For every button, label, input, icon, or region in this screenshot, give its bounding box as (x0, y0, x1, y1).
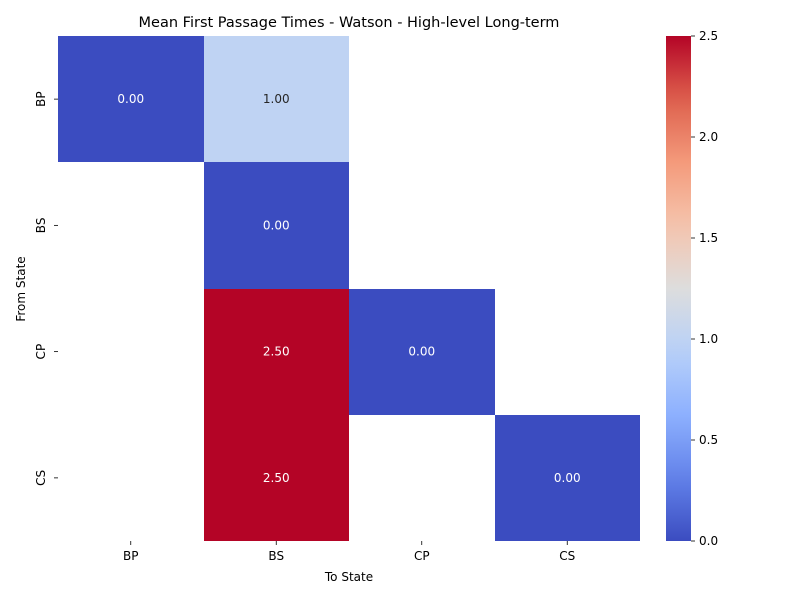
heatmap-cell (349, 289, 495, 415)
y-tick-label: CP (34, 344, 48, 360)
y-axis-label: From State (14, 256, 28, 321)
y-tick-label: BP (34, 91, 48, 106)
colorbar-tick-label: 1.5 (699, 231, 718, 245)
colorbar-tick-label: 0.0 (699, 534, 718, 548)
cell-annotation: 1.00 (263, 92, 290, 106)
cell-annotation: 2.50 (263, 471, 290, 485)
heatmap-cell (204, 415, 349, 541)
y-tick-label: CS (34, 470, 48, 486)
x-tick-label: CP (414, 549, 430, 563)
heatmap-cell (204, 36, 349, 162)
cell-annotation: 0.00 (117, 92, 144, 106)
x-tick-label: BP (123, 549, 138, 563)
cell-annotation: 0.00 (554, 471, 581, 485)
colorbar-tick-label: 0.5 (699, 433, 718, 447)
x-tick-label: CS (559, 549, 575, 563)
x-tick-label: BS (268, 549, 284, 563)
heatmap-cell (495, 415, 640, 541)
cell-annotations: 0.00 1.00 0.00 2.50 0.00 2.50 0.00 (117, 92, 580, 485)
cell-annotation: 0.00 (408, 345, 435, 359)
x-axis-label: To State (324, 570, 373, 584)
y-tick-label: BS (34, 218, 48, 234)
heatmap-cell (58, 36, 204, 162)
heatmap-cells (58, 36, 640, 541)
colorbar-tick-label: 1.0 (699, 332, 718, 346)
x-axis-ticks: BP BS CP CS (123, 541, 575, 563)
colorbar (666, 36, 691, 541)
colorbar-ticks: 0.0 0.5 1.0 1.5 2.0 2.5 (691, 29, 718, 548)
colorbar-tick-label: 2.5 (699, 29, 718, 43)
cell-annotation: 0.00 (263, 218, 290, 232)
colorbar-tick-label: 2.0 (699, 130, 718, 144)
heatmap-cell (204, 162, 349, 289)
heatmap-cell (204, 289, 349, 415)
y-axis-ticks: BP BS CP CS (34, 91, 58, 486)
chart-title: Mean First Passage Times - Watson - High… (139, 15, 560, 31)
cell-annotation: 2.50 (263, 345, 290, 359)
